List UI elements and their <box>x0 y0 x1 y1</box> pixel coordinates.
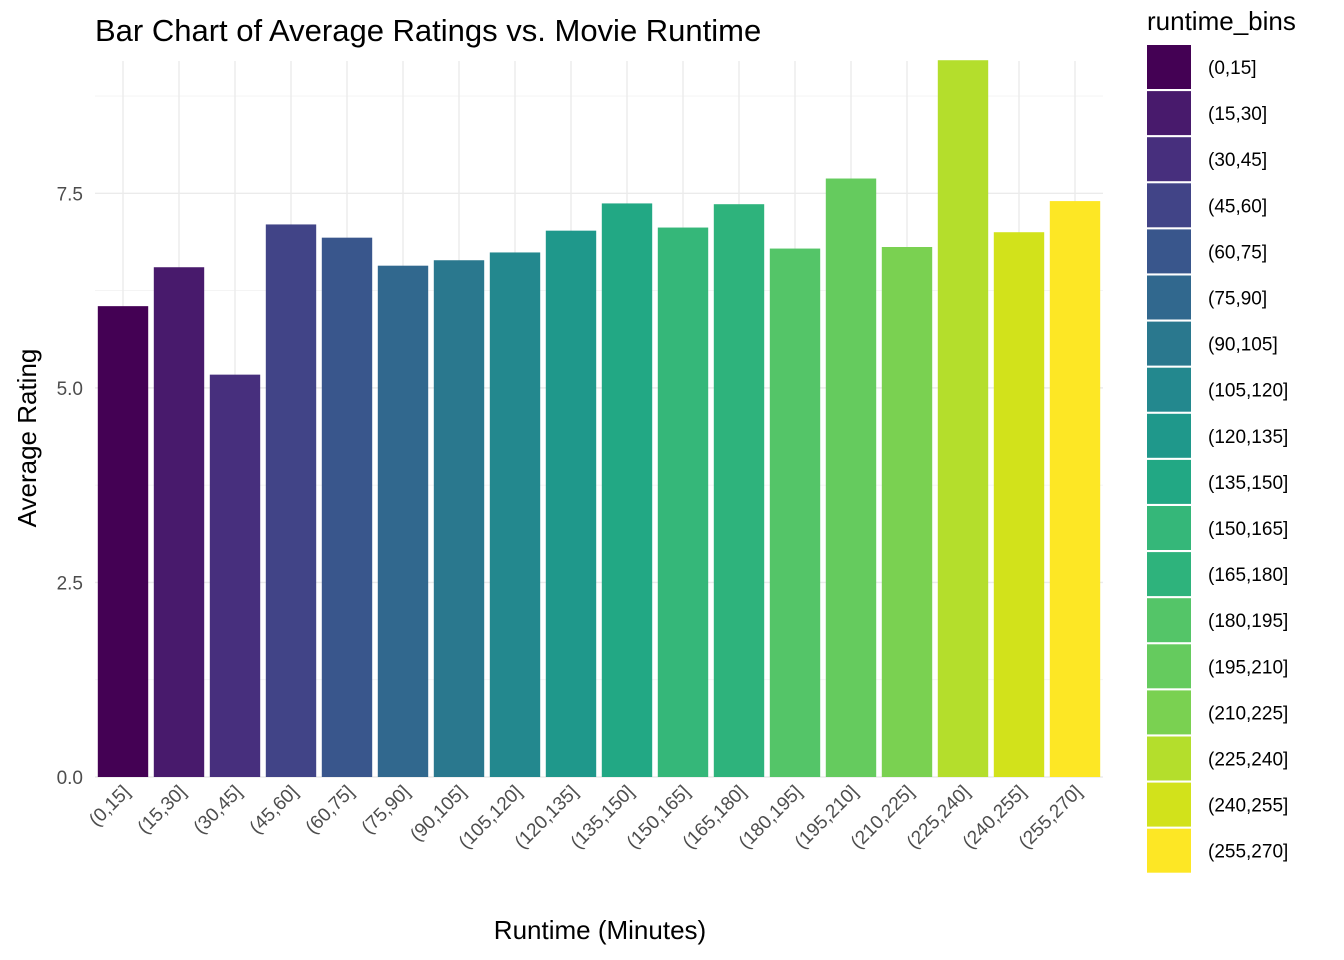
bar <box>97 306 149 777</box>
legend-label: (60,75] <box>1208 242 1267 263</box>
legend-swatch <box>1147 736 1191 781</box>
legend-label: (45,60] <box>1208 196 1267 217</box>
legend-swatch <box>1147 275 1191 320</box>
y-tick-label: 2.5 <box>57 573 83 594</box>
bar <box>657 227 709 777</box>
bar <box>769 248 821 778</box>
bar <box>433 260 485 778</box>
x-tick-label: (60,75] <box>302 782 359 839</box>
legend-swatch <box>1147 45 1191 89</box>
bar <box>153 267 205 777</box>
legend-swatch <box>1147 828 1191 873</box>
x-axis-ticks: (0,15] (15,30] (30,45] (45,60] (60,75] (75,90… <box>85 782 1086 854</box>
legend-title: runtime_bins <box>1147 6 1296 36</box>
legend-label: (240,255] <box>1208 796 1288 817</box>
legend-label: (120,135] <box>1208 427 1288 448</box>
legend-swatch <box>1147 137 1191 182</box>
legend-swatch <box>1147 91 1191 136</box>
bar <box>321 237 373 777</box>
y-axis-ticks: 0.0 2.5 5.0 7.5 <box>57 184 83 789</box>
legend-label: (210,225] <box>1208 703 1288 724</box>
x-tick-label: (45,60] <box>246 782 303 839</box>
bar <box>993 232 1045 777</box>
bar <box>545 230 597 777</box>
legend-swatch <box>1147 413 1191 458</box>
legend-swatch <box>1147 598 1191 643</box>
legend-items: (0,15] (15,30] (30,45] (45,60] (60,75] (75,90… <box>1147 45 1288 873</box>
legend-label: (165,180] <box>1208 565 1288 586</box>
x-tick-label: (15,30] <box>134 782 191 839</box>
legend-label: (195,210] <box>1208 657 1288 678</box>
x-tick-label: (75,90] <box>358 782 415 839</box>
legend-swatch <box>1147 321 1191 366</box>
legend-label: (225,240] <box>1208 750 1288 771</box>
bar <box>601 203 653 777</box>
legend: runtime_bins (0,15] (15,30] (30,45] (45,60]… <box>1147 6 1296 873</box>
bar <box>881 247 933 778</box>
legend-swatch <box>1147 367 1191 412</box>
bar <box>1049 201 1101 777</box>
bar <box>265 224 317 777</box>
legend-label: (90,105] <box>1208 335 1278 356</box>
chart-title: Bar Chart of Average Ratings vs. Movie R… <box>95 13 761 48</box>
bar <box>377 265 429 777</box>
bar <box>209 374 261 777</box>
legend-label: (105,120] <box>1208 381 1288 402</box>
legend-label: (150,165] <box>1208 519 1288 540</box>
legend-label: (15,30] <box>1208 104 1267 125</box>
legend-swatch <box>1147 459 1191 504</box>
x-tick-label: (0,15] <box>85 782 134 831</box>
legend-swatch <box>1147 552 1191 597</box>
y-tick-label: 0.0 <box>57 768 83 789</box>
legend-label: (30,45] <box>1208 150 1267 171</box>
legend-swatch <box>1147 644 1191 689</box>
bar <box>937 60 989 777</box>
legend-swatch <box>1147 782 1191 827</box>
x-axis-title: Runtime (Minutes) <box>494 915 706 945</box>
legend-swatch <box>1147 183 1191 228</box>
legend-swatch <box>1147 506 1191 550</box>
y-axis-title: Average Rating <box>12 349 42 528</box>
legend-label: (75,90] <box>1208 289 1267 310</box>
legend-swatch <box>1147 690 1191 735</box>
legend-label: (255,270] <box>1208 842 1288 863</box>
x-tick-label: (30,45] <box>190 782 247 839</box>
y-tick-label: 7.5 <box>57 184 83 205</box>
legend-label: (180,195] <box>1208 611 1288 632</box>
bar <box>489 252 541 778</box>
bar <box>713 204 765 777</box>
y-tick-label: 5.0 <box>57 379 83 400</box>
legend-label: (0,15] <box>1208 58 1257 79</box>
legend-label: (135,150] <box>1208 473 1288 494</box>
legend-swatch <box>1147 229 1191 274</box>
bars <box>97 60 1101 778</box>
bar <box>825 178 877 777</box>
